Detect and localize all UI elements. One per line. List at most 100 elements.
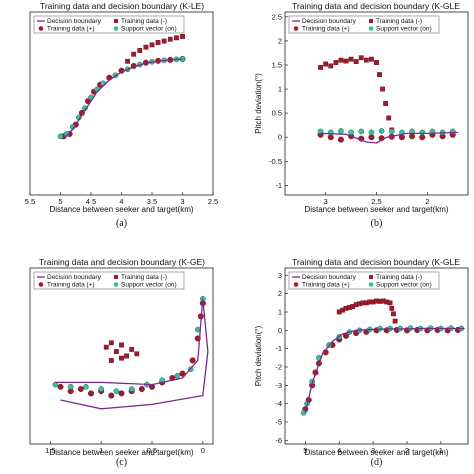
legend-boundary-label: Decision boundary [302,274,357,281]
y-tick-label: -1 [275,344,282,353]
panel-caption: (d) [371,457,383,468]
legend-neg-swatch [114,19,118,23]
positive-point [419,134,426,141]
support-vector-point [113,388,120,395]
legend-sv-label: Support vector (on) [121,282,177,289]
x-tick-label: 3 [180,197,184,206]
y-tick-label: 2 [278,36,282,45]
decision-boundary-line [304,327,465,413]
chart-title: Training data and decision boundary (K-G… [292,1,460,11]
plot-frame [29,11,214,196]
negative-point [143,44,149,50]
y-axis-label: Pitch deviation(°) [254,73,263,134]
decision-boundary-line [320,131,458,144]
negative-point [386,115,392,121]
negative-point [363,57,369,63]
plot-frame [284,11,469,196]
legend-pos-swatch [293,282,299,287]
x-tick-label: 2 [425,197,429,206]
legend-neg-label: Training data (-) [121,274,167,281]
positive-point [108,392,115,399]
legend-box [288,15,440,34]
negative-point [155,40,161,45]
negative-point [173,35,179,41]
legend-neg-swatch [114,275,118,279]
negative-point [114,349,119,354]
legend-neg-label: Training data (-) [376,274,422,281]
positive-point [327,134,334,141]
legend-neg-label: Training data (-) [376,18,422,25]
positive-point [179,370,186,377]
legend-pos-swatch [38,282,44,287]
x-tick-label: 5 [303,446,307,455]
negative-point [380,86,385,92]
negative-point [358,55,364,61]
negative-point [369,56,374,62]
negative-point [343,58,349,64]
negative-point [318,64,323,70]
negative-point [392,318,398,324]
negative-point [338,57,344,63]
support-vector-point [83,383,89,390]
x-tick-label: 3 [324,197,328,206]
negative-point [119,355,124,361]
legend-sv-swatch [368,26,374,31]
legend-sv-label: Support vector (on) [376,26,432,33]
plot-frame [284,267,469,445]
legend-boundary-label: Decision boundary [47,18,102,25]
legend-sv-swatch [368,282,374,287]
x-tick-label: 1 [99,446,103,455]
y-tick-label: 2.5 [272,12,282,21]
panel-caption: (a) [116,218,127,229]
negative-point [374,60,379,65]
plot-area [57,34,186,140]
positive-point [368,134,375,141]
x-tick-label: 5 [58,197,62,206]
negative-point [103,344,109,350]
y-tick-label: 1.5 [272,60,282,69]
y-tick-label: -4 [275,399,282,408]
negative-point [391,311,396,317]
legend: Decision boundary Training data (-) Traini… [33,15,185,34]
plot-area [317,55,458,144]
negative-point [124,353,129,359]
y-tick-label: 0 [278,326,282,335]
negative-point [180,34,185,39]
legend: Decision boundary Training data (-) Traini… [33,271,185,290]
chart-panel-2: Training data and decision boundary (K-G… [254,1,469,229]
chart-panel-4: Training data and decision boundary (K-G… [254,257,469,468]
panel-caption: (c) [116,457,127,468]
x-tick-label: 4 [337,446,341,455]
positive-point [118,390,125,397]
chart-title: Training data and decision boundary (K-G… [292,257,460,267]
legend-boundary-label: Decision boundary [302,18,357,25]
y-tick-label: -2 [275,363,282,372]
y-axis-label: Pitch deviation(°) [254,325,263,386]
negative-point [108,358,114,363]
negative-point [125,58,131,64]
legend-boundary-label: Decision boundary [47,274,102,281]
decision-boundary-line [55,298,209,410]
chart-title: Training data and decision boundary (K-G… [39,257,205,267]
negative-point [149,42,155,48]
x-tick-label: 2.5 [371,197,381,206]
legend-neg-swatch [369,275,373,279]
negative-point [383,101,389,106]
plot-area [300,298,465,416]
chart-panel-1: Training data and decision boundary (K-L… [25,1,218,229]
legend-pos-swatch [293,26,299,31]
x-axis-label: Distance between seeker and target(km) [49,448,193,457]
support-vector-point [98,386,105,392]
negative-point [167,36,173,42]
legend-pos-swatch [38,26,44,31]
x-tick-label: 5.5 [25,197,35,206]
x-tick-label: 3 [371,446,375,455]
decision-boundary-line [63,58,183,140]
negative-point [108,340,114,346]
support-vector-point [57,133,64,140]
negative-point [387,300,393,306]
positive-point [138,386,145,393]
x-tick-label: 2.5 [208,197,218,206]
positive-point [57,383,64,390]
